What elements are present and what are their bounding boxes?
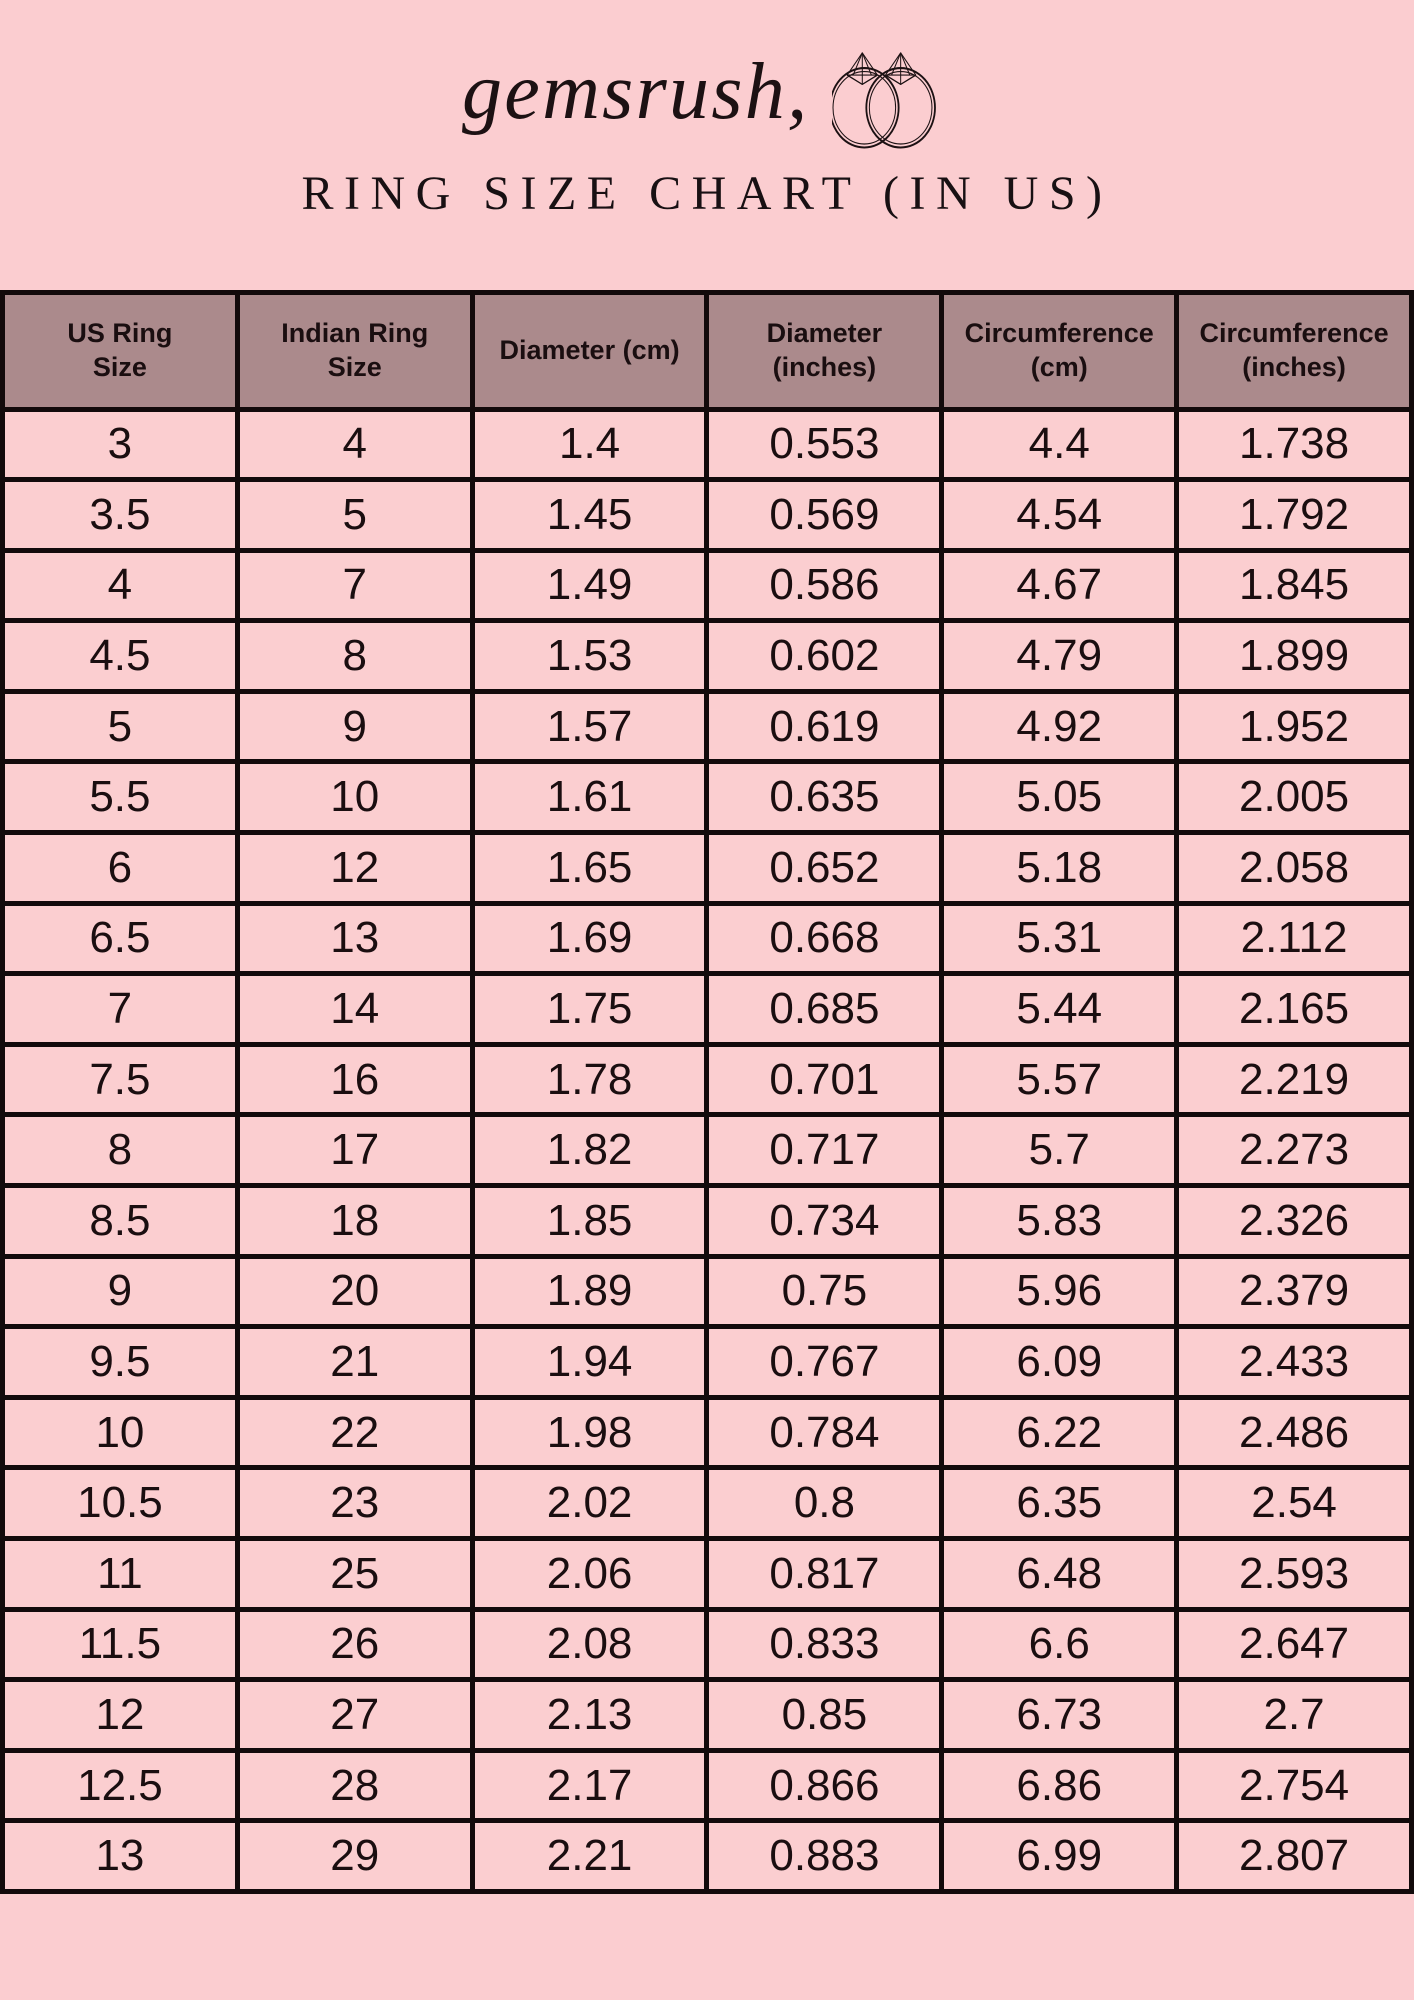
svg-text:gemsrush,: gemsrush, xyxy=(462,48,809,136)
